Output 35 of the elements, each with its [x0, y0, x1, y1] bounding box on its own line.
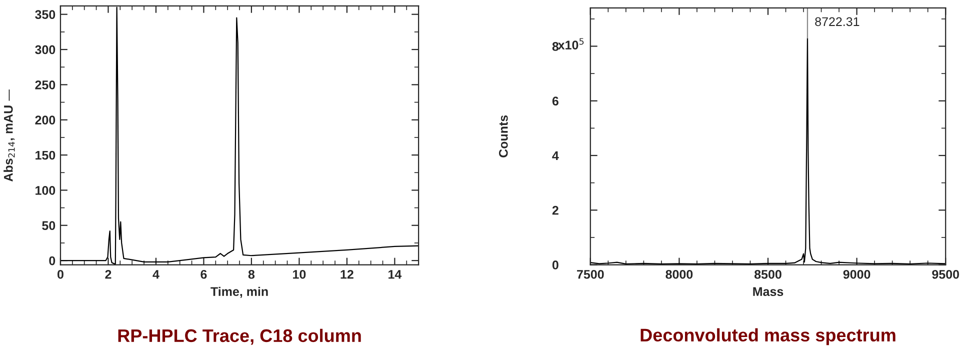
x-tick-label: 6: [200, 270, 207, 279]
text: Deconvoluted mass spectrum: [640, 328, 896, 346]
y-axis-title: Abs$_{214}$, mAU —: [4, 90, 15, 182]
y-tick-label: 250: [35, 80, 56, 90]
x-tick-label: 0: [58, 270, 64, 279]
y-tick-label: 200: [35, 116, 56, 125]
x-tick-label: 7500: [577, 270, 604, 279]
x-tick-label: 8: [248, 270, 255, 279]
x-axis-title: Time, min: [210, 286, 268, 298]
x-tick-label: 9000: [843, 270, 870, 279]
y-tick-label: 300: [35, 45, 56, 54]
x-tick-label: 8500: [754, 270, 782, 279]
x-tick-label: 10: [293, 270, 306, 279]
y-tick-label: 50: [42, 221, 56, 230]
text: RP-HPLC Trace, C18 column: [118, 328, 361, 345]
y-tick-label: 0: [552, 260, 558, 270]
text: x10$^{5}$: [558, 38, 584, 50]
y-tick-label: 8: [552, 42, 559, 51]
x-tick-label: 12: [340, 270, 354, 279]
x-tick-label: 4: [152, 270, 160, 279]
y-tick-label: 150: [36, 150, 56, 160]
y-axis-title: Counts: [498, 115, 508, 158]
y-tick-label: 0: [49, 256, 56, 266]
x-tick-label: 8000: [666, 270, 693, 279]
x-tick-label: 14: [388, 270, 402, 279]
y-tick-label: 350: [35, 10, 56, 20]
annotation: 8722.31: [815, 17, 860, 26]
line-series: [60, 6, 419, 265]
y-tick-label: 100: [36, 186, 56, 195]
x-tick-label: 2: [105, 270, 112, 279]
x-axis-title: Mass: [753, 287, 784, 296]
y-tick-label: 4: [552, 151, 559, 160]
x-tick-label: 9500: [932, 270, 959, 279]
y-tick-label: 2: [552, 206, 558, 215]
y-tick-label: 6: [552, 96, 558, 106]
